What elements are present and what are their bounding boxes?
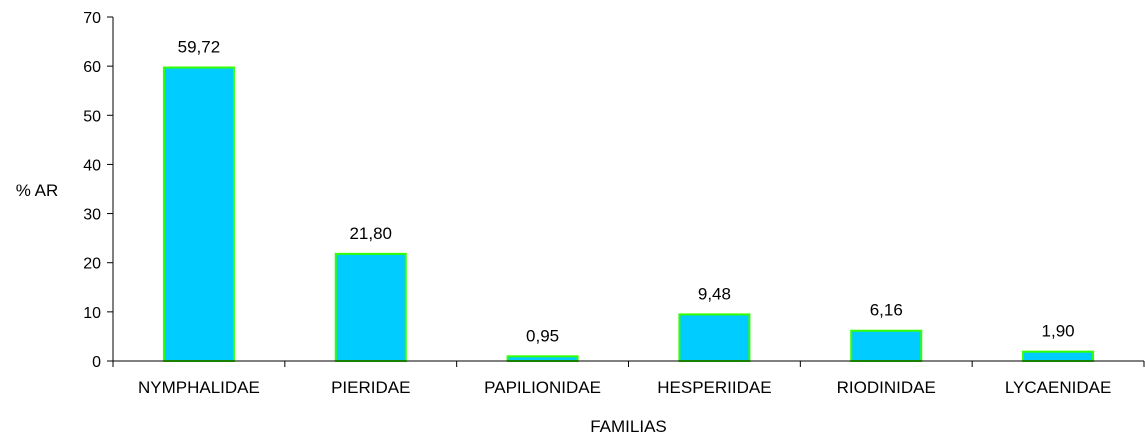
y-ticks-group: 0 10 20 30 40 50 60 70 [83, 10, 113, 371]
bar-value-label: 59,72 [178, 38, 221, 57]
x-category-label: LYCAENIDAE [1005, 378, 1111, 397]
x-category-label: NYMPHALIDAE [138, 378, 260, 397]
x-category-label: PIERIDAE [331, 378, 410, 397]
x-category-label: HESPERIIDAE [657, 378, 771, 397]
bar-value-label: 21,80 [349, 224, 392, 243]
data-labels-group: 59,72 21,80 0,95 9,48 6,16 1,90 [178, 38, 1075, 346]
bar [1022, 350, 1095, 363]
bar-value-label: 9,48 [698, 284, 731, 303]
y-tick-label: 60 [83, 59, 101, 76]
y-tick-label: 70 [83, 10, 101, 27]
bar [850, 329, 923, 362]
y-tick-label: 10 [83, 305, 101, 322]
x-category-label: PAPILIONIDAE [484, 378, 601, 397]
bar [506, 355, 579, 362]
bars-group [162, 66, 1095, 363]
y-tick-label: 40 [83, 157, 101, 174]
y-tick-label: 0 [92, 354, 101, 371]
y-tick-label: 50 [83, 108, 101, 125]
bar [678, 313, 751, 362]
y-tick-label: 20 [83, 256, 101, 273]
bar [334, 252, 407, 363]
bar [162, 66, 235, 362]
bar-value-label: 6,16 [870, 301, 903, 320]
x-axis-title: FAMILIAS [590, 417, 667, 436]
bar-value-label: 0,95 [526, 326, 559, 345]
y-axis-title: % AR [16, 181, 59, 200]
axes-group [112, 17, 1144, 362]
y-tick-label: 30 [83, 207, 101, 224]
x-ticks-group: NYMPHALIDAE PIERIDAE PAPILIONIDAE HESPERIID… [112, 361, 1145, 397]
x-category-label: RIODINIDAE [837, 378, 936, 397]
bar-value-label: 1,90 [1042, 322, 1075, 341]
